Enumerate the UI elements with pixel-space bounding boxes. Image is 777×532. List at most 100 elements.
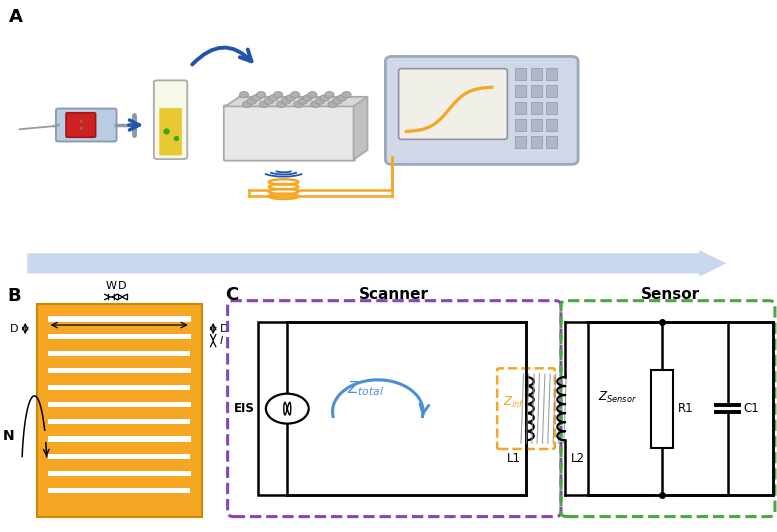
Bar — [515, 119, 526, 131]
Bar — [515, 85, 526, 97]
Text: D: D — [10, 323, 19, 334]
Bar — [47, 339, 190, 346]
Circle shape — [239, 92, 249, 98]
Text: $Z_{total}$: $Z_{total}$ — [347, 379, 384, 398]
Bar — [47, 395, 190, 402]
Text: W: W — [106, 281, 117, 290]
Circle shape — [298, 98, 308, 104]
Text: ×: × — [78, 119, 83, 124]
Bar — [47, 459, 190, 466]
Bar — [190, 346, 195, 356]
Bar — [190, 380, 195, 390]
Bar — [47, 373, 190, 380]
Bar — [650, 370, 673, 447]
Bar — [531, 136, 542, 148]
Text: $Z_{inf}$: $Z_{inf}$ — [503, 395, 525, 410]
Bar — [546, 119, 557, 131]
Bar — [47, 317, 190, 505]
Bar — [47, 407, 190, 414]
Circle shape — [328, 101, 337, 107]
FancyBboxPatch shape — [385, 56, 578, 164]
Bar — [44, 363, 47, 373]
Text: L1: L1 — [507, 452, 521, 465]
Bar — [515, 102, 526, 114]
Bar — [531, 119, 542, 131]
Bar — [531, 85, 542, 97]
Circle shape — [242, 101, 252, 107]
Bar — [546, 68, 557, 80]
Bar — [44, 431, 47, 442]
FancyBboxPatch shape — [159, 108, 182, 155]
Bar — [47, 446, 190, 454]
Bar — [47, 327, 190, 334]
Text: A: A — [9, 8, 23, 26]
Bar — [546, 85, 557, 97]
Circle shape — [315, 98, 325, 104]
Bar — [47, 378, 190, 385]
Polygon shape — [354, 97, 368, 160]
Text: B: B — [7, 287, 20, 305]
FancyBboxPatch shape — [224, 105, 355, 161]
Text: Sensor: Sensor — [640, 287, 699, 302]
Bar — [531, 68, 542, 80]
Bar — [47, 429, 190, 436]
Text: C: C — [225, 286, 239, 304]
Circle shape — [266, 394, 308, 423]
Circle shape — [308, 92, 317, 98]
FancyBboxPatch shape — [399, 69, 507, 139]
Text: R1: R1 — [678, 402, 693, 415]
Polygon shape — [225, 97, 368, 106]
Bar — [47, 481, 190, 488]
Bar — [47, 425, 190, 431]
Circle shape — [320, 95, 329, 101]
Text: D: D — [220, 323, 228, 334]
Text: EIS: EIS — [235, 402, 255, 415]
Bar — [259, 322, 526, 495]
FancyBboxPatch shape — [66, 113, 96, 137]
Text: C1: C1 — [744, 402, 759, 415]
Circle shape — [260, 101, 269, 107]
Text: Scanner: Scanner — [359, 287, 429, 302]
Bar — [47, 361, 190, 368]
Circle shape — [337, 95, 347, 101]
Circle shape — [291, 92, 300, 98]
Bar — [47, 498, 190, 505]
Bar — [44, 329, 47, 339]
Text: D: D — [118, 281, 127, 290]
Bar — [546, 136, 557, 148]
Bar — [515, 68, 526, 80]
Circle shape — [333, 98, 342, 104]
Bar — [37, 304, 202, 517]
Circle shape — [277, 101, 286, 107]
Circle shape — [311, 101, 320, 107]
Text: N: N — [2, 429, 14, 443]
Bar — [587, 322, 773, 495]
Circle shape — [256, 92, 266, 98]
Circle shape — [264, 98, 274, 104]
Bar — [531, 102, 542, 114]
Bar — [515, 136, 526, 148]
FancyBboxPatch shape — [154, 80, 187, 159]
Circle shape — [294, 101, 303, 107]
Bar — [44, 466, 47, 476]
Bar — [47, 464, 190, 471]
Bar — [47, 344, 190, 351]
Circle shape — [247, 98, 256, 104]
Text: L2: L2 — [570, 452, 584, 465]
Circle shape — [325, 92, 334, 98]
Circle shape — [269, 95, 278, 101]
Bar — [47, 390, 190, 397]
Circle shape — [274, 92, 283, 98]
Text: ×: × — [78, 126, 83, 131]
Circle shape — [281, 98, 291, 104]
Bar — [47, 476, 190, 483]
Text: l: l — [220, 336, 223, 346]
Bar — [44, 397, 47, 407]
Bar — [190, 448, 195, 459]
Circle shape — [342, 92, 351, 98]
Circle shape — [252, 95, 261, 101]
FancyBboxPatch shape — [56, 109, 117, 142]
FancyArrow shape — [27, 250, 726, 277]
Bar — [190, 483, 195, 493]
Bar — [47, 321, 190, 329]
